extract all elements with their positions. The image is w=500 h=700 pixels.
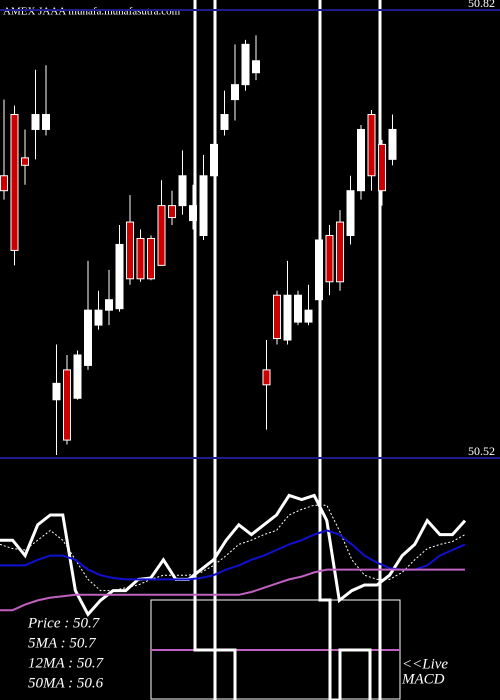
candle-body [304,309,313,323]
candle-body [147,237,155,280]
candle-body [325,234,334,283]
candle-body [252,60,260,74]
candle-body [283,294,292,341]
info-row: 5MA : 50.7 [28,635,97,651]
candle-body [199,175,208,236]
candle-body [367,114,376,177]
macd-box [150,0,401,700]
candle-body [241,43,250,86]
candle-body [178,175,187,207]
candle-body [157,205,166,266]
candle-body [346,190,355,236]
candle-body [84,309,92,366]
candle-body [315,239,323,301]
candle-body [52,382,61,401]
candle-body [336,221,344,283]
candle-body [73,354,82,399]
candle-body [42,114,50,130]
candle-body [136,237,145,280]
candle-body [0,175,8,192]
candle-body [210,143,218,177]
candle-body [126,221,134,280]
candle-body [94,309,103,326]
candle-body [115,243,124,310]
indicator-line [0,568,465,612]
candle-body [231,84,239,101]
info-row: 12MA : 50.7 [28,655,105,671]
macd-line [318,0,372,700]
indicator-line [0,529,466,581]
y-tick-label: 50.52 [468,444,495,458]
candle-body [357,128,365,192]
candle-body [189,205,197,222]
candle-body [378,143,386,192]
candle-body [105,299,113,311]
candle-body [294,294,302,323]
indicator-line [0,493,467,618]
candle-body [388,128,397,160]
candle-body [273,294,281,340]
candle-body [220,114,229,130]
candle-body [262,369,271,386]
info-row: Price : 50.7 [27,615,101,631]
y-tick-label: 50.82 [468,0,495,10]
candle-body [21,157,29,166]
candle-body [168,205,176,219]
live-label: <<Live [402,656,448,672]
macd-label: MACD [401,671,445,687]
info-row: 50MA : 50.6 [28,675,104,691]
chart-title: AMEX JAAA munafa.munafasutra.com [3,6,181,18]
candle-body [63,369,71,441]
candle-body [31,114,40,130]
indicator-line [0,504,466,592]
candle-body [10,114,19,251]
